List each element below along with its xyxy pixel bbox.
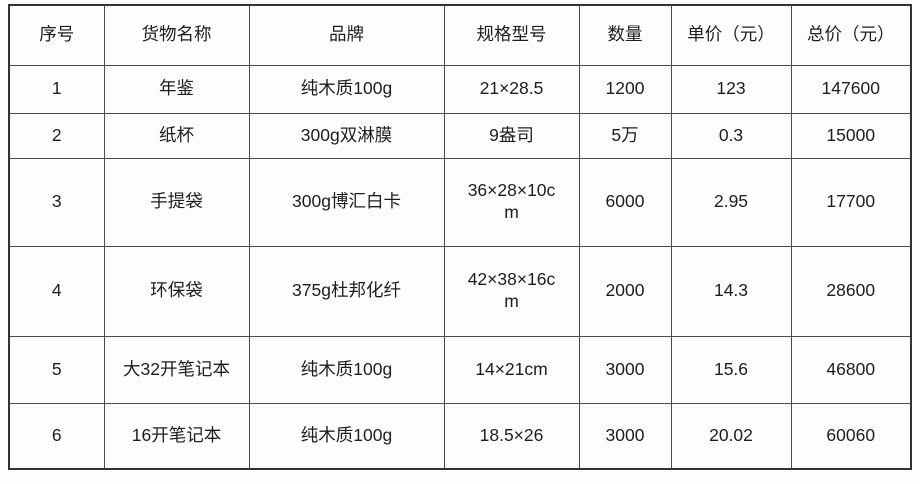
- cell-brand: 375g杜邦化纤: [248, 245, 445, 337]
- cell-index: 2: [8, 112, 105, 159]
- cell-total-price: 60060: [790, 402, 912, 470]
- col-header-unit-price: 单价（元）: [670, 4, 792, 66]
- cell-index: 6: [8, 402, 105, 470]
- cell-name: 16开笔记本: [103, 402, 250, 470]
- cell-spec: 18.5×26: [443, 402, 580, 470]
- cell-qty: 5万: [578, 112, 672, 159]
- cell-index: 5: [8, 335, 105, 404]
- cell-spec: 21×28.5: [443, 64, 580, 114]
- table-row: 4 环保袋 375g杜邦化纤 42×38×16c m 2000 14.3 286…: [8, 245, 912, 337]
- col-header-index: 序号: [8, 4, 105, 66]
- cell-spec: 9盎司: [443, 112, 580, 159]
- cell-index: 3: [8, 157, 105, 247]
- cell-name: 年鉴: [103, 64, 250, 114]
- cell-unit-price: 15.6: [670, 335, 792, 404]
- cell-unit-price: 14.3: [670, 245, 792, 337]
- table-row: 3 手提袋 300g博汇白卡 36×28×10c m 6000 2.95 177…: [8, 157, 912, 247]
- cell-name: 手提袋: [103, 157, 250, 247]
- col-header-brand: 品牌: [248, 4, 445, 66]
- cell-unit-price: 20.02: [670, 402, 792, 470]
- cell-qty: 3000: [578, 402, 672, 470]
- cell-index: 1: [8, 64, 105, 114]
- cell-qty: 2000: [578, 245, 672, 337]
- cell-index: 4: [8, 245, 105, 337]
- cell-total-price: 46800: [790, 335, 912, 404]
- cell-brand: 纯木质100g: [248, 335, 445, 404]
- cell-unit-price: 2.95: [670, 157, 792, 247]
- goods-table: 序号 货物名称 品牌 规格型号 数量 单价（元） 总价（元） 1 年鉴 纯木质1…: [8, 4, 912, 470]
- col-header-total-price: 总价（元）: [790, 4, 912, 66]
- table-row: 2 纸杯 300g双淋膜 9盎司 5万 0.3 15000: [8, 112, 912, 159]
- col-header-name: 货物名称: [103, 4, 250, 66]
- cell-qty: 3000: [578, 335, 672, 404]
- cell-brand: 300g双淋膜: [248, 112, 445, 159]
- cell-name: 大32开笔记本: [103, 335, 250, 404]
- cell-unit-price: 123: [670, 64, 792, 114]
- cell-total-price: 28600: [790, 245, 912, 337]
- table-row: 6 16开笔记本 纯木质100g 18.5×26 3000 20.02 6006…: [8, 402, 912, 470]
- cell-qty: 1200: [578, 64, 672, 114]
- cell-qty: 6000: [578, 157, 672, 247]
- cell-spec: 14×21cm: [443, 335, 580, 404]
- cell-brand: 纯木质100g: [248, 402, 445, 470]
- cell-brand: 纯木质100g: [248, 64, 445, 114]
- col-header-spec: 规格型号: [443, 4, 580, 66]
- cell-name: 纸杯: [103, 112, 250, 159]
- cell-brand: 300g博汇白卡: [248, 157, 445, 247]
- table-row: 5 大32开笔记本 纯木质100g 14×21cm 3000 15.6 4680…: [8, 335, 912, 404]
- col-header-qty: 数量: [578, 4, 672, 66]
- cell-total-price: 17700: [790, 157, 912, 247]
- table-row: 1 年鉴 纯木质100g 21×28.5 1200 123 147600: [8, 64, 912, 114]
- cell-name: 环保袋: [103, 245, 250, 337]
- cell-total-price: 147600: [790, 64, 912, 114]
- cell-spec: 42×38×16c m: [443, 245, 580, 337]
- cell-spec: 36×28×10c m: [443, 157, 580, 247]
- cell-total-price: 15000: [790, 112, 912, 159]
- header-row: 序号 货物名称 品牌 规格型号 数量 单价（元） 总价（元）: [8, 4, 912, 66]
- cell-unit-price: 0.3: [670, 112, 792, 159]
